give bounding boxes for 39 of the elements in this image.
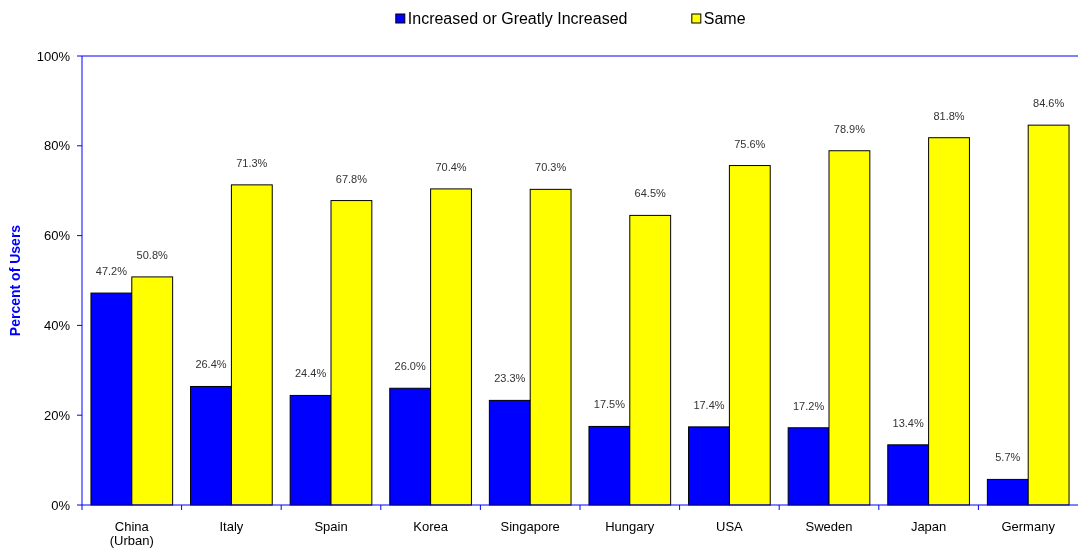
x-tick-label: Germany [1001,519,1056,534]
y-axis-title: Percent of Users [7,224,23,337]
data-label: 70.3% [535,161,567,174]
y-tick-label: 40% [43,317,71,333]
data-label: 78.9% [833,122,866,135]
x-tick-label: China (Urban) [109,519,154,548]
data-label: 81.8% [933,109,965,122]
x-tick-label: Japan [910,519,947,534]
x-tick-label: USA [716,519,744,534]
data-label: 26.0% [394,360,426,373]
data-label: 71.3% [236,156,268,169]
x-tick-label: Singapore [500,519,560,534]
y-tick-label: 0% [51,497,71,513]
data-label: 17.4% [693,398,725,411]
data-label: 75.6% [734,137,766,150]
legend-label: Same [703,10,746,27]
x-tick-label: Sweden [805,519,853,534]
x-tick-label: Korea [413,519,449,534]
data-label: 64.5% [634,187,667,200]
data-label: 17.5% [593,398,626,411]
data-label: 70.4% [435,160,467,173]
data-label: 67.8% [335,172,368,185]
data-label: 47.2% [95,265,128,278]
y-tick-label: 60% [43,228,71,244]
data-label: 26.4% [195,358,227,371]
data-label: 17.2% [792,399,825,412]
x-tick-label: Spain [314,519,348,534]
data-label: 13.4% [892,416,924,429]
data-label: 50.8% [136,248,169,261]
x-tick-label: Hungary [605,519,655,534]
y-tick-label: 20% [43,407,71,423]
legend-label: Increased or Greatly Increased [407,10,628,27]
data-label: 23.3% [494,372,526,385]
y-tick-label: 100% [36,48,71,64]
data-label: 5.7% [995,451,1021,464]
data-label: 24.4% [294,367,327,380]
y-tick-label: 80% [43,138,71,154]
x-tick-label: Italy [219,519,244,534]
data-label: 84.6% [1033,97,1065,110]
